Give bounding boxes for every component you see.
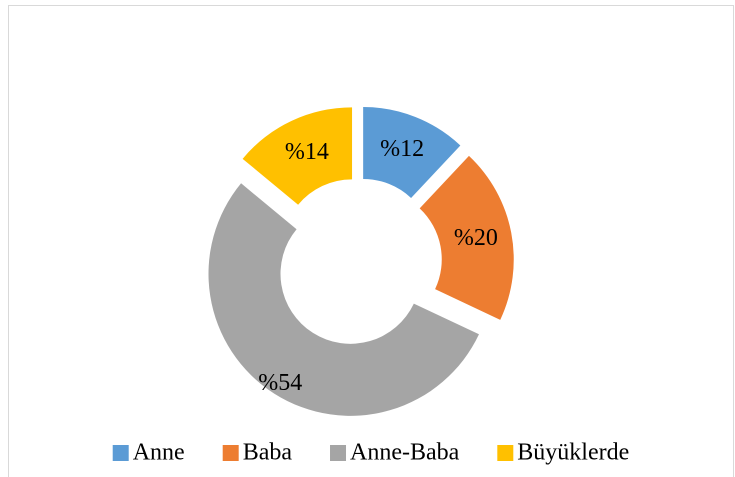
doughnut-segment <box>242 107 353 205</box>
legend-swatch <box>330 445 347 461</box>
legend-swatch <box>497 445 514 461</box>
legend-swatch <box>222 445 239 461</box>
legend-label: Anne-Baba <box>350 440 460 466</box>
legend-label: Büyüklerde <box>517 440 629 466</box>
legend-label: Baba <box>243 440 293 466</box>
doughnut-segment <box>419 155 514 320</box>
data-label: %54 <box>258 370 302 396</box>
legend-swatch <box>112 445 129 461</box>
doughnut-segment <box>208 183 479 416</box>
legend-label: Anne <box>133 440 185 466</box>
data-label: %12 <box>380 136 424 162</box>
data-label: %20 <box>454 225 498 251</box>
data-label: %14 <box>285 139 329 165</box>
doughnut-segment <box>363 106 461 198</box>
